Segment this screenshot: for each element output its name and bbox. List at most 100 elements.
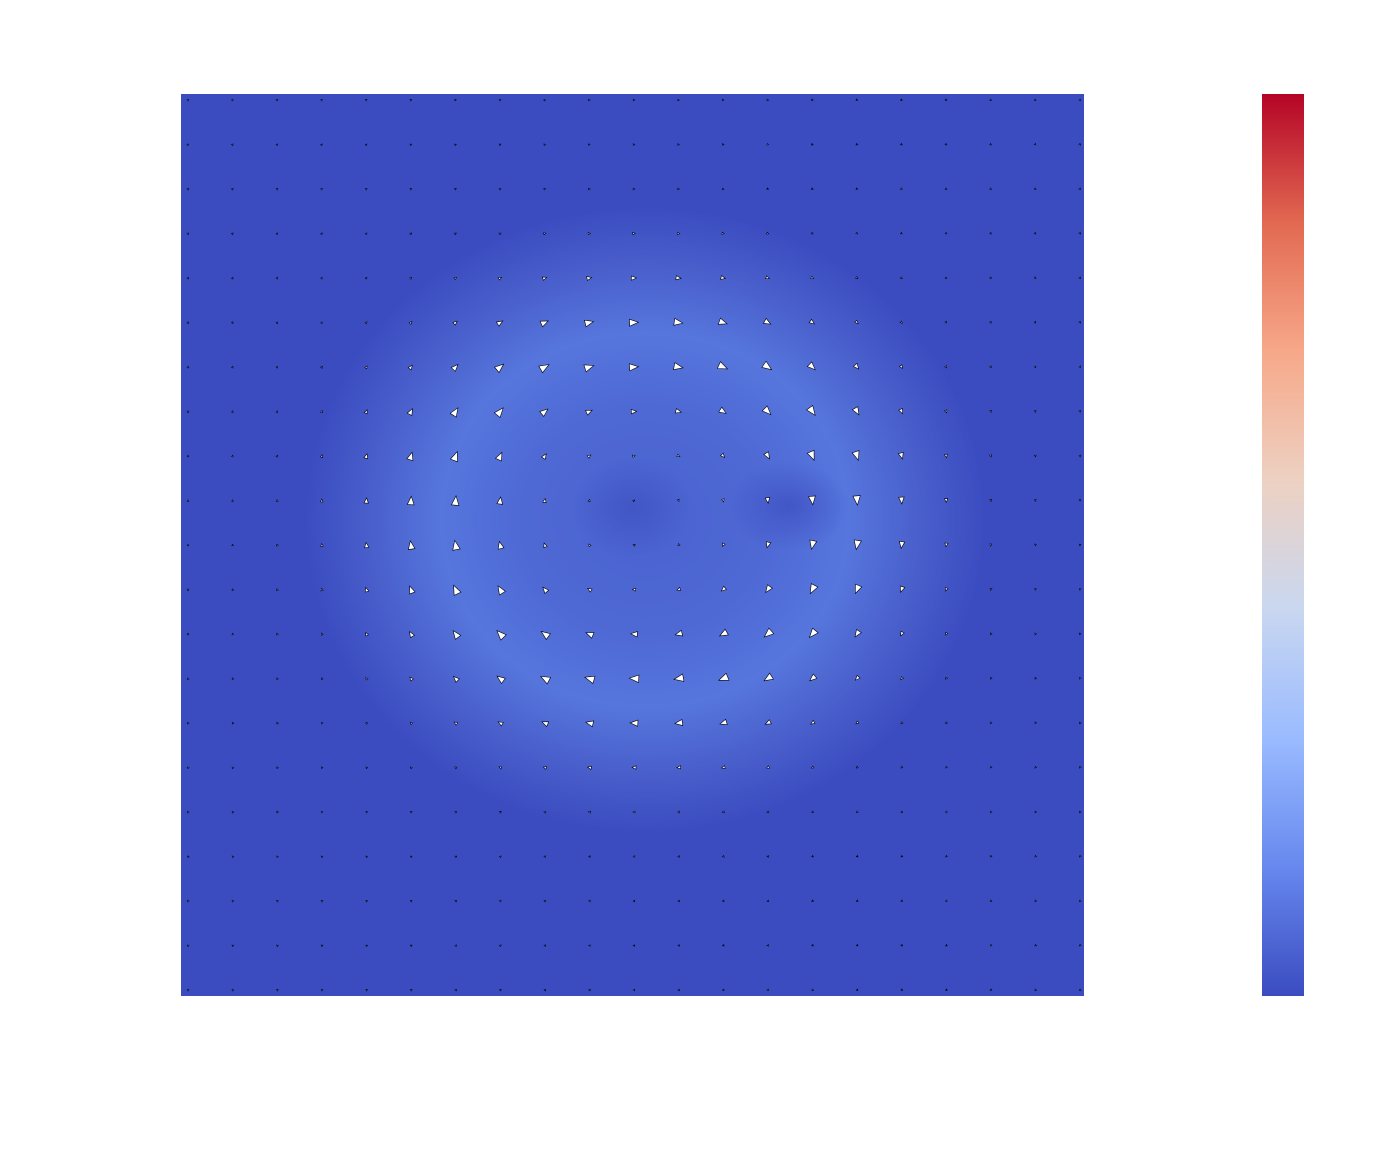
arrow [989,988,993,991]
arrow [583,364,595,373]
arrow [718,672,730,681]
arrow [855,943,859,947]
arrow [677,143,680,146]
arrow [319,454,324,458]
arrow [409,276,413,280]
arrow [1079,721,1082,725]
arrow [364,188,368,191]
arrow [588,187,591,191]
arrow [453,584,462,596]
arrow [320,721,324,725]
arrow [854,628,862,638]
arrow [811,988,814,991]
arrow [538,364,550,374]
arrow [320,99,323,102]
arrow [1078,320,1081,324]
arrow [632,454,636,458]
arrow [854,319,859,325]
arrow [1034,988,1038,991]
arrow [588,143,591,146]
arrow [989,810,993,813]
arrow [765,584,773,594]
arrow [806,361,816,371]
arrow [363,497,369,504]
arrow [945,899,948,902]
arrow [721,899,725,903]
arrow [1078,231,1081,235]
field [181,94,1084,996]
arrow [495,320,504,327]
arrow [808,627,819,639]
arrow [498,99,502,102]
arrow [497,721,504,727]
arrow [989,187,992,190]
arrow [275,454,279,458]
arrow [718,406,727,414]
arrow [409,232,413,236]
arrow [497,585,506,596]
arrow [806,404,816,416]
arrow [588,899,591,903]
arrow [989,943,993,947]
arrow [674,407,683,414]
arrow [855,276,859,280]
arrow [944,409,948,414]
arrow [944,98,948,101]
arrow [766,231,770,235]
arrow [1078,499,1082,502]
arrow [900,988,904,991]
arrow [276,766,279,770]
arrow [230,365,234,369]
arrow [900,765,904,769]
arrow [275,321,278,325]
arrow [943,453,948,459]
arrow [187,766,190,770]
arrow [1078,98,1082,101]
arrow [365,721,369,725]
low-spot [572,458,692,558]
arrow [320,542,324,547]
arrow [498,811,502,814]
arrow [231,677,235,681]
arrow [855,720,860,725]
arrow [1079,854,1082,858]
arrow [365,677,369,681]
arrow [989,854,993,858]
arrow [319,409,323,414]
arrow [763,672,774,682]
arrow [677,98,680,102]
arrow [231,855,235,859]
arrow [586,454,592,459]
arrow [497,276,503,281]
arrow [587,588,593,593]
arrow [990,676,993,680]
arrow [1078,943,1082,947]
arrow [631,587,637,592]
arrow [1034,943,1038,947]
arrow [855,988,859,991]
arrow [766,854,770,858]
arrow [628,674,640,684]
arrow [1078,365,1081,369]
arrow [363,453,369,460]
arrow [811,810,814,813]
arrow [186,989,190,992]
arrow [409,721,414,726]
arrow [585,720,595,728]
arrow [1034,810,1038,814]
arrow [721,855,725,858]
arrow [945,854,948,858]
arrow [944,231,948,235]
arrow [365,631,369,637]
arrow [945,810,948,813]
arrow [852,495,861,506]
arrow [673,673,685,682]
arrow [364,143,368,147]
arrow [855,142,859,146]
arrow [1078,988,1082,991]
arrow [899,276,903,280]
arrow [365,944,368,948]
arrow [1034,543,1037,547]
arrow [320,811,324,814]
arrow [1078,454,1082,458]
